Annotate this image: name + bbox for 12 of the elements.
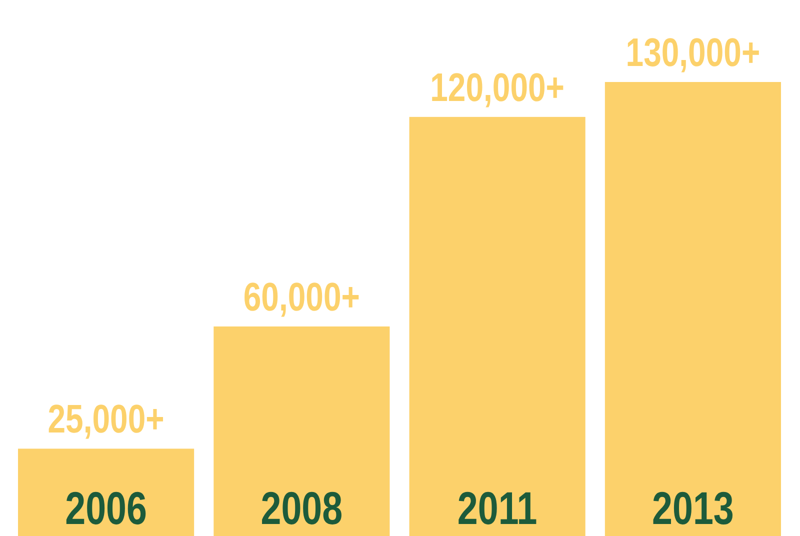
bar: [214, 326, 390, 536]
x-tick-label: 2013: [652, 482, 734, 534]
x-tick-label: 2006: [65, 482, 147, 534]
bar: [604, 82, 781, 536]
data-label: 130,000+: [626, 30, 760, 75]
bar: [409, 116, 586, 536]
bar: [18, 448, 194, 536]
x-tick-label: 2008: [260, 482, 343, 534]
x-tick-label: 2011: [457, 482, 538, 534]
data-label: 25,000+: [48, 396, 164, 442]
data-label: 60,000+: [243, 274, 360, 320]
data-label: 120,000+: [430, 64, 564, 110]
